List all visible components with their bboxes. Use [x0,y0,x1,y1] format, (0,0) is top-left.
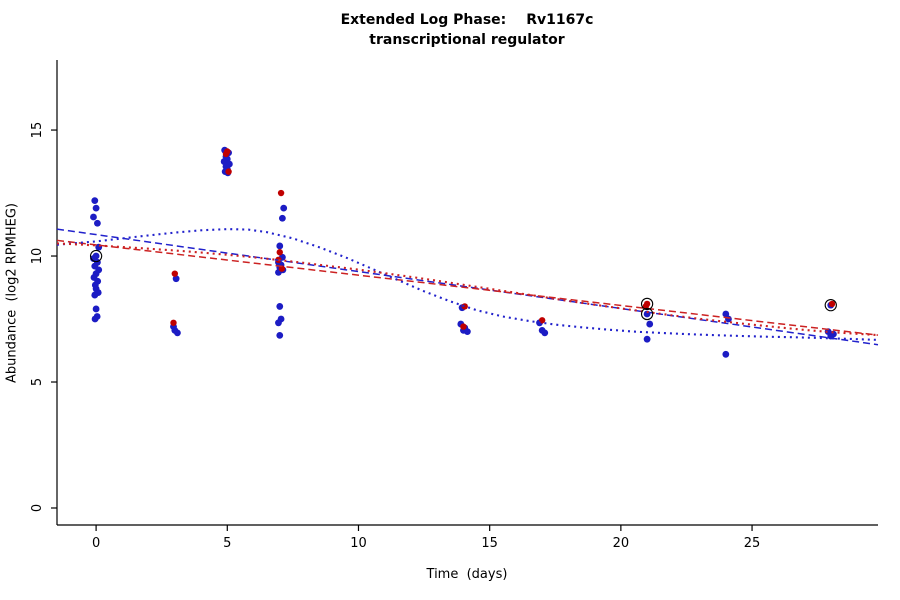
data-point [463,328,471,336]
data-point [278,214,286,222]
blue-smooth-fit [56,228,879,341]
title-line1: Extended Log Phase: Rv1167c [0,10,900,30]
data-point [276,242,284,250]
data-point [280,204,288,212]
y-tick-label: 10 [30,248,45,265]
data-point [91,315,99,323]
x-tick-label: 10 [350,536,367,551]
chart-title: Extended Log Phase: Rv1167c transcription… [0,10,900,50]
data-point [276,249,283,256]
data-point [541,329,549,337]
data-point [91,291,99,299]
data-point [278,265,286,272]
data-point [92,204,100,212]
data-point [90,213,97,221]
highlight-circle [824,299,837,312]
data-point [538,317,546,324]
red-replicates [170,148,836,330]
data-point [643,335,651,343]
x-tick-label: 0 [92,536,100,551]
red-linear-fit [56,239,879,336]
data-point [170,319,177,326]
blue-linear-fit [56,228,879,346]
data-point [460,323,467,330]
x-tick-label: 15 [481,536,498,551]
highlight-circle [640,307,654,321]
x-tick-label: 25 [744,536,761,551]
data-point [171,270,179,277]
data-point [722,350,730,358]
x-axis-label: Time (days) [426,567,508,582]
data-point [275,319,282,327]
data-point [722,310,730,318]
circled-points [89,249,837,321]
data-point [172,275,180,283]
x-tick-label: 20 [613,536,630,551]
title-main: Extended Log Phase: [340,12,507,28]
data-point [276,331,284,339]
data-point [94,219,101,227]
data-point [646,320,654,328]
data-point [91,197,99,204]
y-tick-label: 15 [30,122,45,139]
data-point [277,189,285,197]
title-gene: Rv1167c [526,12,594,28]
data-point [222,150,230,158]
highlight-circle [640,297,654,311]
x-tick-label: 5 [223,536,231,551]
red-smooth-fit [56,242,879,337]
title-subtitle: transcriptional regulator [369,32,565,48]
data-point [92,305,100,313]
data-point [276,303,284,310]
y-tick-label: 5 [30,378,45,386]
y-axis-label: Abundance (log2 RPMHEG) [4,202,20,384]
highlight-circle [89,249,103,263]
y-tick-label: 0 [30,504,45,512]
data-point [174,329,181,337]
data-point [828,300,836,308]
data-point [225,168,232,175]
